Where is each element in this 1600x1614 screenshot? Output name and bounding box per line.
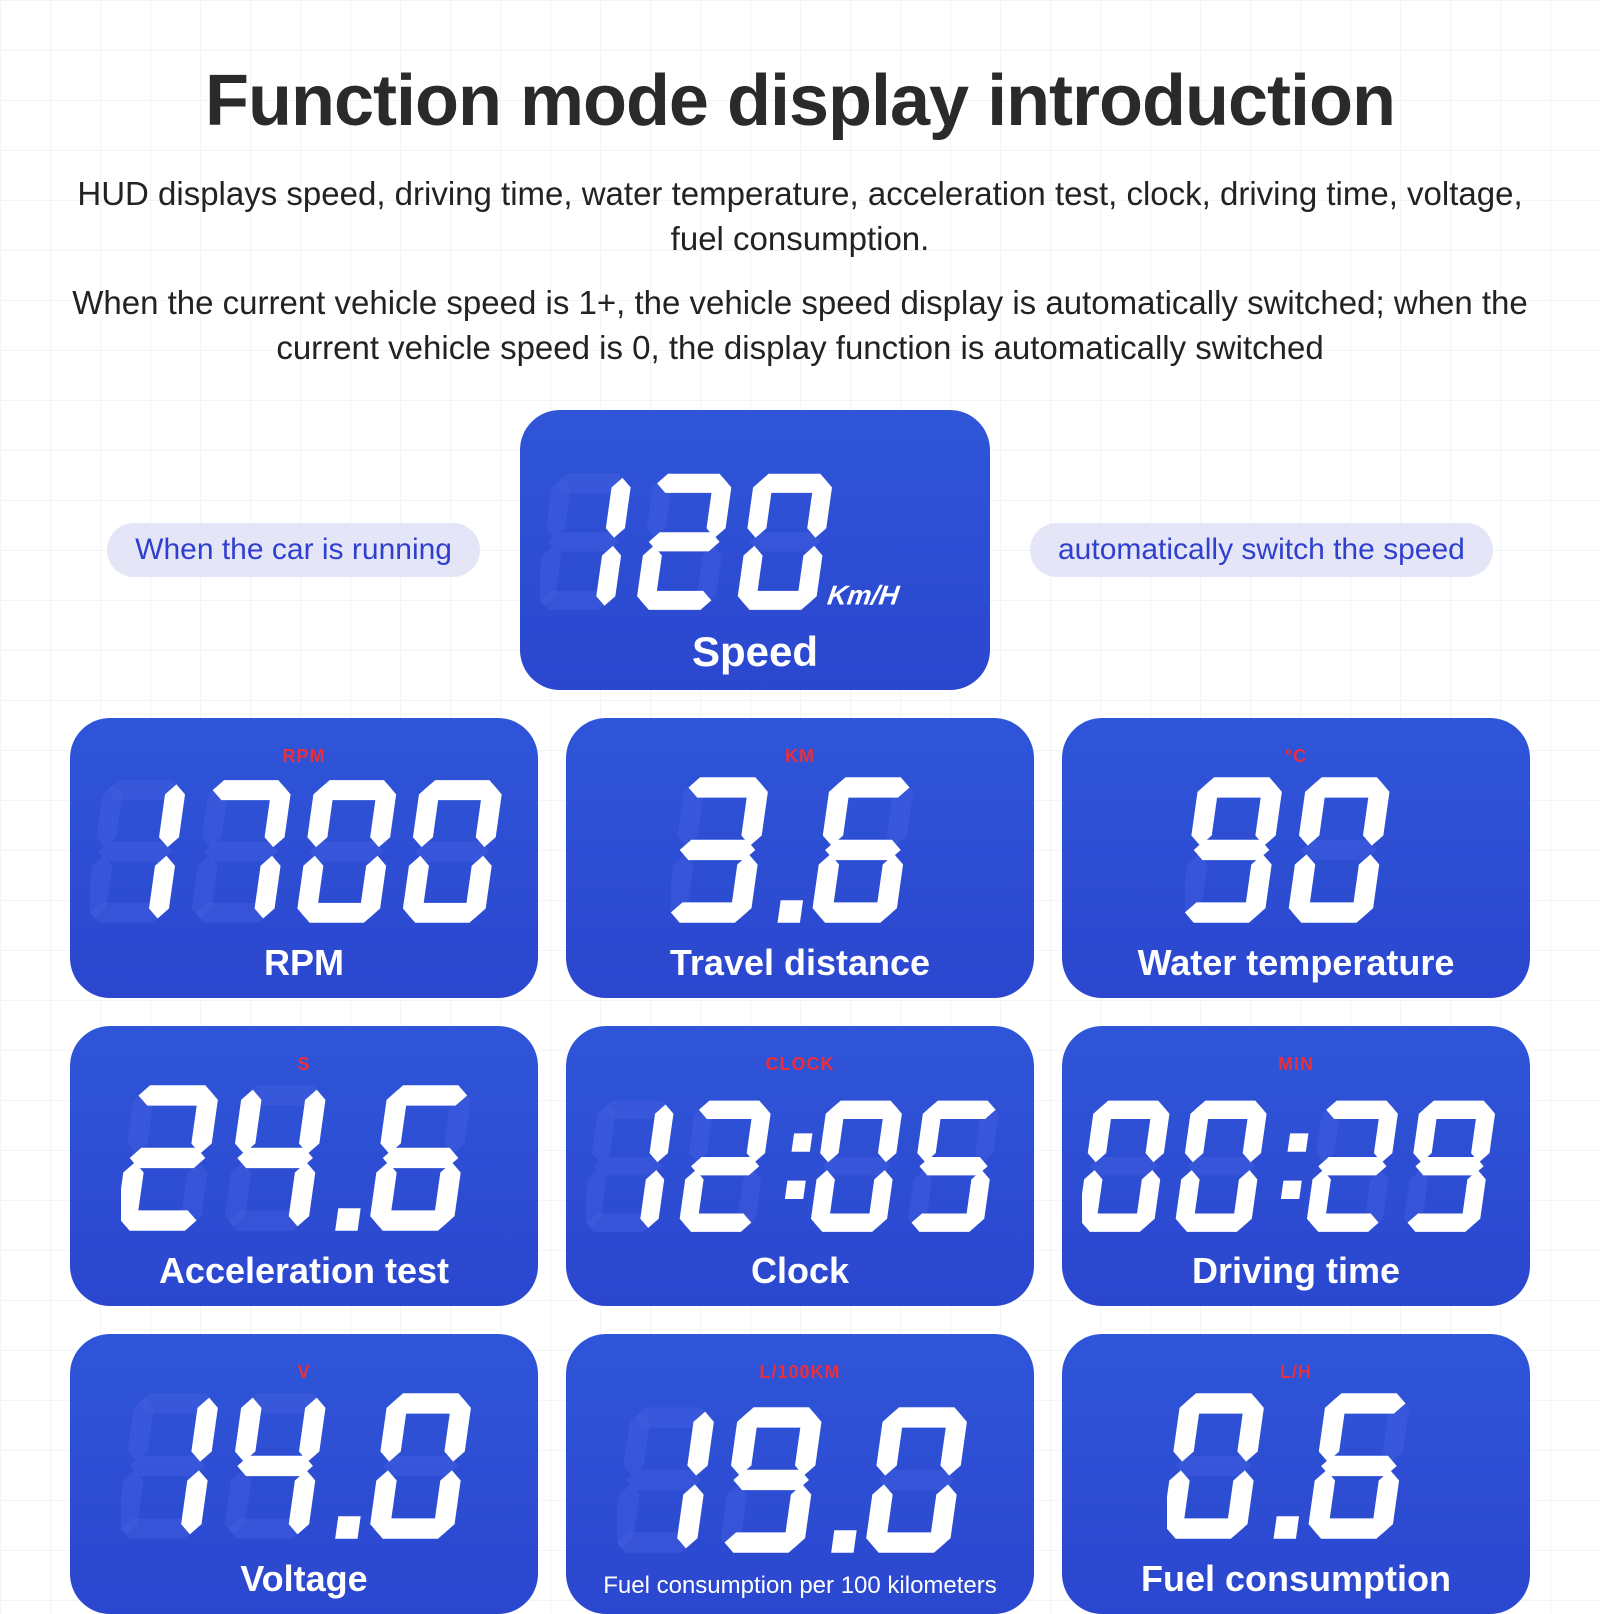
tag-rpm: RPM bbox=[90, 746, 518, 767]
label-volt: Voltage bbox=[240, 1558, 367, 1600]
display-accel: S bbox=[90, 1044, 518, 1244]
label-fuel: Fuel consumption bbox=[1141, 1558, 1451, 1600]
label-temp: Water temperature bbox=[1138, 942, 1455, 984]
label-drive: Driving time bbox=[1192, 1250, 1400, 1292]
tag-dist: KM bbox=[586, 746, 1014, 767]
card-fuel100: L/100KM Fuel consumption per 100 kilomet… bbox=[566, 1334, 1034, 1614]
display-fuel100: L/100KM bbox=[586, 1352, 1014, 1566]
card-grid: RPM RPM KM Travel distance °C Water temp… bbox=[70, 718, 1530, 1614]
card-temp: °C Water temperature bbox=[1062, 718, 1530, 998]
card-dist: KM Travel distance bbox=[566, 718, 1034, 998]
card-clock: CLOCK Clock bbox=[566, 1026, 1034, 1306]
pill-right: automatically switch the speed bbox=[1030, 523, 1493, 577]
description: When the current vehicle speed is 1+, th… bbox=[70, 281, 1530, 370]
card-drive: MIN Driving time bbox=[1062, 1026, 1530, 1306]
card-accel: S Acceleration test bbox=[70, 1026, 538, 1306]
label-speed: Speed bbox=[692, 628, 818, 676]
card-fuel: L/H Fuel consumption bbox=[1062, 1334, 1530, 1614]
tag-temp: °C bbox=[1082, 746, 1510, 767]
hero-row: When the car is running Km/H Speed autom… bbox=[70, 410, 1530, 690]
label-accel: Acceleration test bbox=[159, 1250, 449, 1292]
card-speed: Km/H Speed bbox=[520, 410, 990, 690]
display-drive: MIN bbox=[1082, 1044, 1510, 1244]
svg-text:Km/H: Km/H bbox=[826, 579, 903, 610]
label-dist: Travel distance bbox=[670, 942, 930, 984]
display-volt: V bbox=[90, 1352, 518, 1552]
tag-clock: CLOCK bbox=[586, 1054, 1014, 1075]
tag-fuel: L/H bbox=[1082, 1362, 1510, 1383]
label-clock: Clock bbox=[751, 1250, 849, 1292]
display-temp: °C bbox=[1082, 736, 1510, 936]
tag-accel: S bbox=[90, 1054, 518, 1075]
subtitle: HUD displays speed, driving time, water … bbox=[70, 172, 1530, 261]
display-dist: KM bbox=[586, 736, 1014, 936]
card-volt: V Voltage bbox=[70, 1334, 538, 1614]
label-fuel100: Fuel consumption per 100 kilometers bbox=[603, 1572, 997, 1600]
display-speed: Km/H bbox=[540, 428, 970, 622]
page-title: Function mode display introduction bbox=[70, 60, 1530, 142]
card-rpm: RPM RPM bbox=[70, 718, 538, 998]
display-rpm: RPM bbox=[90, 736, 518, 936]
display-fuel: L/H bbox=[1082, 1352, 1510, 1552]
pill-left: When the car is running bbox=[107, 523, 480, 577]
tag-drive: MIN bbox=[1082, 1054, 1510, 1075]
tag-fuel100: L/100KM bbox=[586, 1362, 1014, 1383]
label-rpm: RPM bbox=[264, 942, 344, 984]
display-clock: CLOCK bbox=[586, 1044, 1014, 1244]
tag-volt: V bbox=[90, 1362, 518, 1383]
